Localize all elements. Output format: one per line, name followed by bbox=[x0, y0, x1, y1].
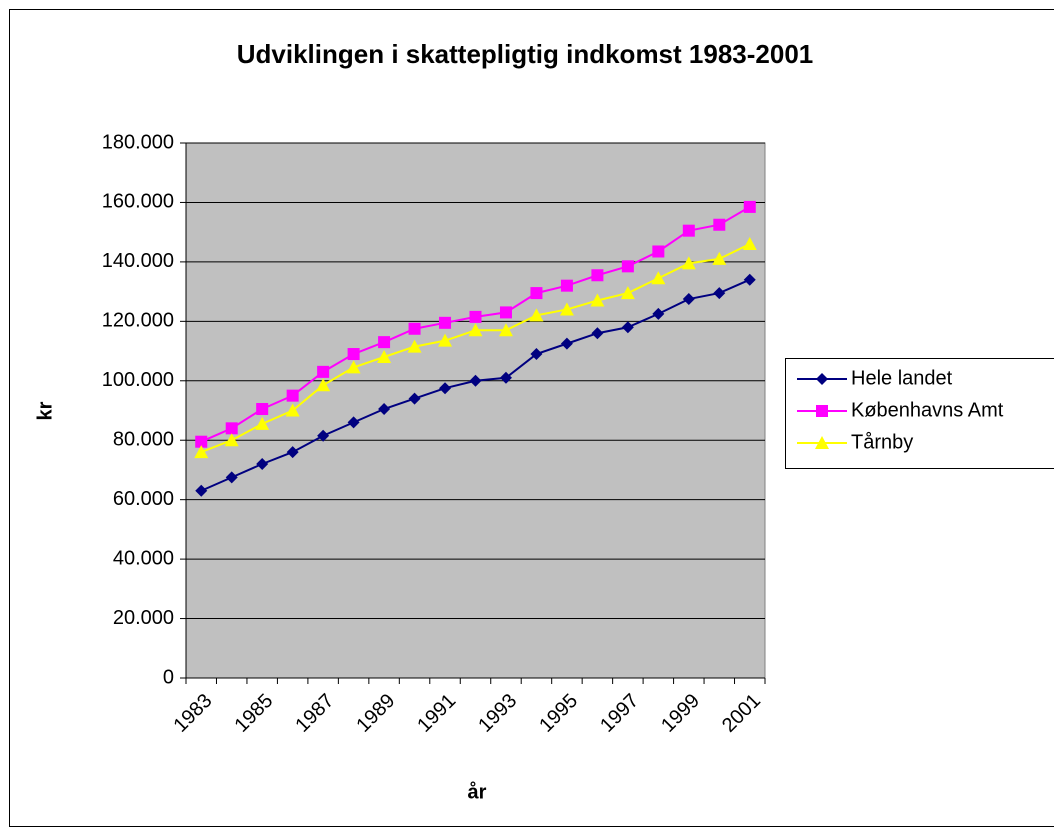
data-point bbox=[378, 336, 391, 349]
data-point bbox=[407, 339, 422, 353]
data-point bbox=[408, 392, 421, 405]
data-point bbox=[194, 445, 209, 459]
legend-label: Tårnby bbox=[851, 431, 913, 453]
legend-label: Københavns Amt bbox=[851, 399, 1004, 421]
legend-marker bbox=[816, 405, 828, 417]
data-point bbox=[408, 322, 421, 335]
data-point bbox=[682, 293, 695, 306]
data-point bbox=[195, 435, 208, 448]
data-point bbox=[591, 327, 604, 340]
data-point bbox=[743, 200, 756, 213]
data-point bbox=[316, 378, 331, 392]
data-point bbox=[499, 371, 512, 384]
y-tick-label: 60.000 bbox=[113, 488, 174, 510]
data-point bbox=[712, 251, 727, 265]
data-point bbox=[347, 348, 360, 361]
data-point bbox=[498, 323, 513, 337]
data-point bbox=[560, 337, 573, 350]
data-point bbox=[225, 422, 238, 435]
legend-box bbox=[785, 358, 1054, 469]
data-point bbox=[377, 350, 392, 363]
data-point bbox=[559, 302, 574, 316]
data-point bbox=[378, 403, 391, 416]
legend-label: Hele landet bbox=[851, 367, 953, 389]
data-point bbox=[590, 293, 605, 307]
data-point bbox=[438, 333, 453, 347]
data-point bbox=[195, 484, 208, 497]
data-point bbox=[652, 245, 665, 258]
data-point bbox=[286, 389, 299, 402]
data-point bbox=[620, 286, 635, 300]
y-tick-label: 180.000 bbox=[102, 131, 174, 153]
legend-marker bbox=[816, 373, 828, 385]
data-point bbox=[439, 316, 452, 329]
y-tick-label: 120.000 bbox=[102, 310, 174, 332]
data-point bbox=[652, 307, 665, 320]
data-point bbox=[743, 273, 756, 286]
y-tick-label: 20.000 bbox=[113, 607, 174, 629]
data-point bbox=[651, 271, 666, 285]
data-point bbox=[468, 323, 483, 337]
data-point bbox=[682, 224, 695, 237]
data-point bbox=[317, 429, 330, 442]
data-point bbox=[439, 382, 452, 395]
data-point bbox=[469, 374, 482, 387]
data-point bbox=[530, 348, 543, 361]
data-point bbox=[499, 306, 512, 319]
legend-marker bbox=[815, 436, 829, 449]
plot-area bbox=[185, 142, 766, 679]
chart-title: Udviklingen i skattepligtig indkomst 198… bbox=[237, 39, 814, 69]
data-point bbox=[742, 237, 757, 251]
data-point bbox=[346, 360, 361, 374]
data-point bbox=[347, 416, 360, 429]
data-point bbox=[317, 365, 330, 378]
data-point bbox=[469, 310, 482, 323]
data-point bbox=[225, 471, 238, 484]
y-tick-label: 140.000 bbox=[102, 250, 174, 272]
data-point bbox=[256, 403, 269, 416]
data-point bbox=[529, 308, 544, 322]
data-point bbox=[713, 287, 726, 300]
x-axis-label: år bbox=[468, 780, 487, 803]
data-point bbox=[530, 287, 543, 300]
data-point bbox=[621, 321, 634, 334]
y-tick-label: 0 bbox=[163, 666, 174, 688]
y-axis-label: kr bbox=[34, 401, 56, 420]
data-point bbox=[256, 458, 269, 470]
data-point bbox=[621, 260, 634, 273]
data-point bbox=[591, 269, 604, 282]
data-point bbox=[224, 433, 239, 447]
y-tick-label: 100.000 bbox=[102, 369, 174, 391]
y-tick-label: 40.000 bbox=[113, 547, 174, 569]
data-point bbox=[255, 416, 270, 430]
data-point bbox=[285, 403, 300, 417]
y-tick-label: 160.000 bbox=[102, 191, 174, 213]
data-point bbox=[681, 256, 696, 270]
data-point bbox=[713, 218, 726, 231]
data-point bbox=[286, 446, 299, 459]
data-point bbox=[560, 279, 573, 292]
y-tick-label: 80.000 bbox=[113, 429, 174, 451]
